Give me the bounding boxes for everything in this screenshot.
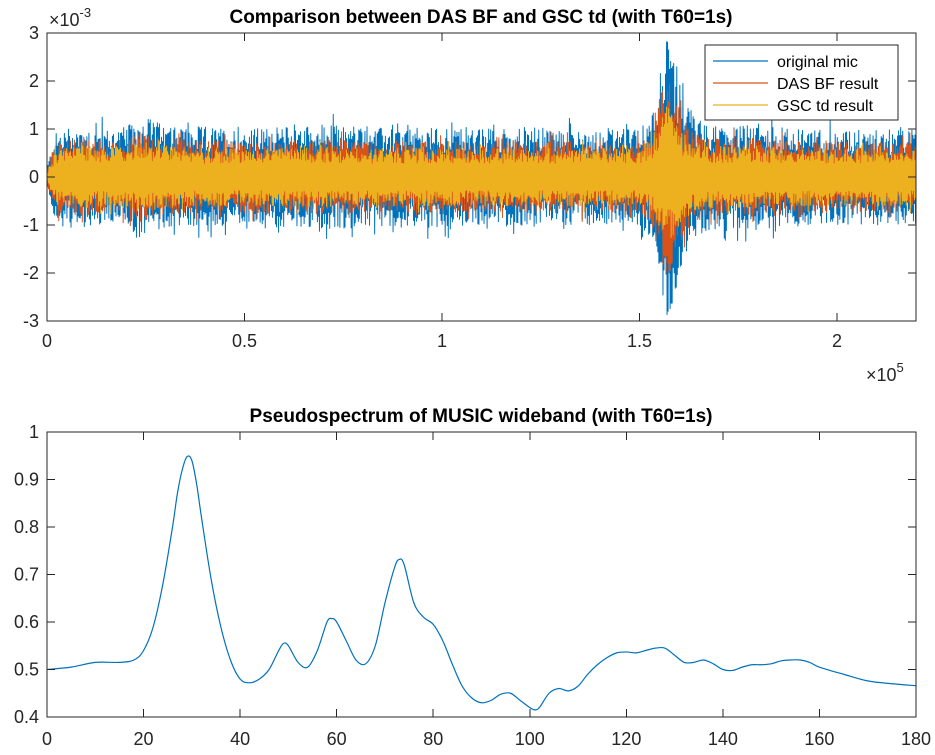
top-x-tick-label: 1.5	[627, 331, 652, 351]
legend-label-das-bf: DAS BF result	[777, 76, 879, 93]
legend-label-gsc-td: GSC td result	[777, 98, 874, 115]
top-x-tick-label: 2	[832, 331, 842, 351]
bottom-x-tick-label: 60	[327, 729, 347, 749]
top-y-tick-label: 0	[29, 167, 39, 187]
bottom-x-tick-label: 40	[230, 729, 250, 749]
top-y-tick-label: 1	[29, 119, 39, 139]
top-y-tick-label: 2	[29, 71, 39, 91]
bottom-x-tick-label: 20	[134, 729, 154, 749]
top-y-tick-label: -1	[23, 215, 39, 235]
bottom-x-tick-label: 0	[42, 729, 52, 749]
top-x-tick-label: 0	[42, 331, 52, 351]
top-y-tick-label: 3	[29, 23, 39, 43]
bottom-y-tick-label: 0.8	[14, 517, 39, 537]
bottom-y-tick-label: 1	[29, 422, 39, 442]
bottom-chart-title: Pseudospectrum of MUSIC wideband (with T…	[250, 406, 713, 427]
top-x-tick-label: 0.5	[232, 331, 257, 351]
bottom-x-tick-label: 180	[901, 729, 931, 749]
pseudospectrum-line	[46, 455, 917, 711]
waveform-series-group	[47, 41, 916, 315]
bottom-y-tick-label: 0.5	[14, 660, 39, 680]
top-legend: original mic DAS BF result GSC td result	[704, 44, 899, 121]
bottom-y-tick-label: 0.9	[14, 470, 39, 490]
top-chart-title: Comparison between DAS BF and GSC td (wi…	[229, 7, 732, 28]
waveform-comparison-axes: 0 0.5 1 1.5 2 -3 -2 -1 0 1 2 3 Comparison between …	[23, 5, 917, 385]
bottom-x-tick-label: 120	[611, 729, 641, 749]
bottom-y-tick-label: 0.6	[14, 612, 39, 632]
top-y-tick-label: -3	[23, 311, 39, 331]
bottom-y-tick-label: 0.7	[14, 565, 39, 585]
bottom-x-tick-label: 100	[515, 729, 545, 749]
bottom-axes-box	[46, 431, 917, 718]
bottom-x-tick-label: 80	[423, 729, 443, 749]
bottom-y-ticks: 0.4 0.5 0.6 0.7 0.8 0.9 1	[14, 422, 916, 727]
bottom-y-tick-label: 0.4	[14, 707, 39, 727]
pseudospectrum-axes: 0 20 40 60 80 100 120 140 160 180 0.4 0.5 0.6 0.7 0.8…	[14, 406, 931, 749]
top-y-tick-label: -2	[23, 263, 39, 283]
top-y-ticks: -3 -2 -1 0 1 2 3	[23, 23, 916, 331]
top-y-exponent: ×10-3	[49, 5, 91, 30]
bottom-x-ticks: 0 20 40 60 80 100 120 140 160 180	[42, 432, 931, 749]
top-x-ticks: 0 0.5 1 1.5 2	[42, 33, 842, 351]
top-x-tick-label: 1	[437, 331, 447, 351]
waveform-series-gsc-td-result	[47, 106, 916, 238]
bottom-x-tick-label: 160	[804, 729, 834, 749]
top-x-exponent: ×105	[866, 360, 904, 385]
legend-label-original-mic: original mic	[777, 54, 858, 71]
bottom-x-tick-label: 140	[708, 729, 738, 749]
